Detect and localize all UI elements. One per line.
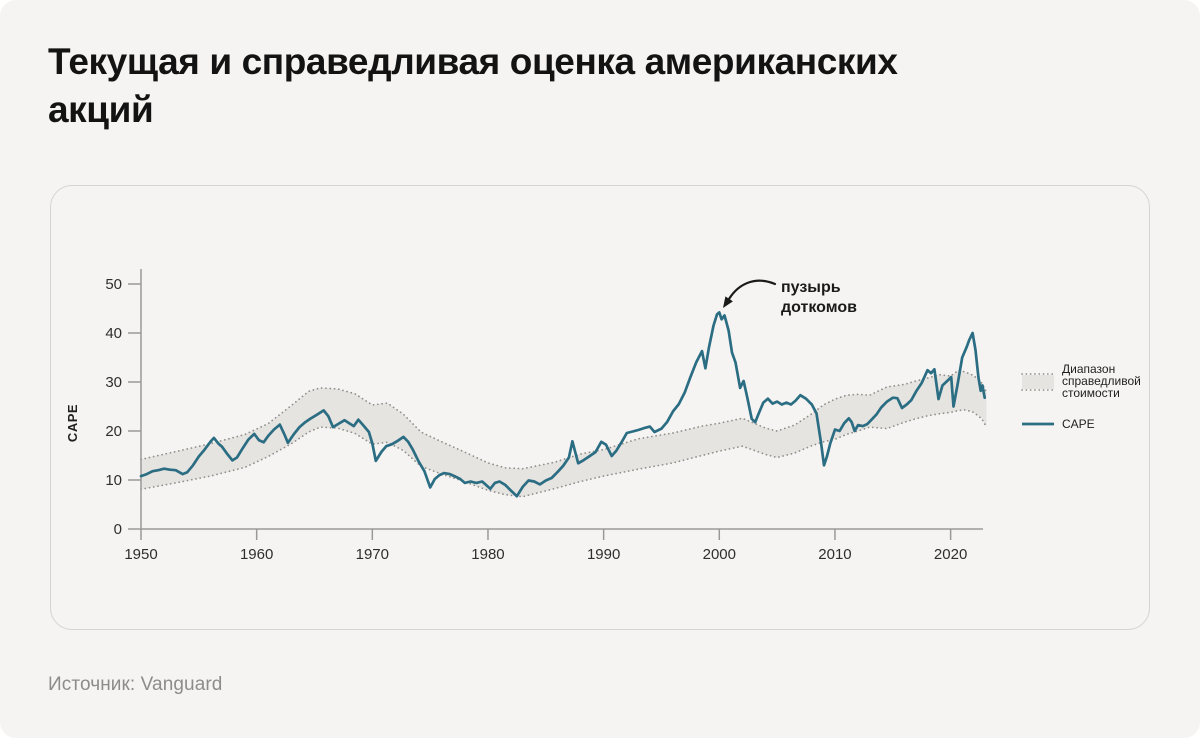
- x-tick-label: 1990: [587, 546, 620, 563]
- x-tick-label: 2020: [934, 546, 967, 563]
- x-tick-label: 1970: [356, 546, 389, 563]
- y-tick-label: 30: [105, 374, 122, 391]
- cape-chart: 0 10 20 30 40 50 1950 1960 1970 1980 1990 2000 2010 2…: [51, 186, 1149, 629]
- y-tick-label: 40: [105, 325, 122, 342]
- legend-band-label: справедливой: [1062, 374, 1141, 388]
- y-tick-label: 20: [105, 423, 122, 440]
- page-title-line2: акций: [48, 89, 154, 130]
- x-tick-label: 1950: [124, 546, 157, 563]
- chart-panel: 0 10 20 30 40 50 1950 1960 1970 1980 1990 2000 2010 2…: [50, 185, 1150, 630]
- y-tick-label: 0: [114, 521, 122, 538]
- axes: [128, 269, 983, 540]
- fair-value-band-upper-edge: [140, 369, 988, 470]
- legend-band-label: Диапазон: [1062, 362, 1115, 376]
- source-caption: Источник: Vanguard: [48, 674, 223, 695]
- y-tick-label: 10: [105, 472, 122, 489]
- legend-band-label: стоимости: [1062, 386, 1120, 400]
- dotcom-annotation-text: доткомов: [781, 299, 857, 316]
- x-tick-label: 1980: [471, 546, 504, 563]
- page-title-line1: Текущая и справедливая оценка американск…: [48, 41, 898, 82]
- x-tick-label: 2000: [703, 546, 736, 563]
- legend-cape-label: CAPE: [1062, 417, 1095, 431]
- x-tick-label: 1960: [240, 546, 273, 563]
- y-tick-label: 50: [105, 276, 122, 293]
- fair-value-band: [141, 370, 987, 497]
- annotation-arrow: [727, 279, 777, 301]
- dotcom-annotation: пузырь доткомов: [723, 279, 857, 316]
- legend-band-swatch: [1022, 375, 1054, 389]
- dotcom-annotation-text: пузырь: [781, 279, 841, 296]
- cape-chart-svg: 0 10 20 30 40 50 1950 1960 1970 1980 1990 2000 2010 2…: [65, 269, 1141, 563]
- tick-labels: 0 10 20 30 40 50 1950 1960 1970 1980 1990 2000 2010 2…: [105, 276, 967, 563]
- annotation-arrow-head: [723, 296, 733, 308]
- cape-line: [139, 311, 987, 498]
- x-tick-label: 2010: [818, 546, 851, 563]
- page-title: Текущая и справедливая оценка американск…: [48, 38, 898, 134]
- y-axis-title: CAPE: [65, 404, 80, 442]
